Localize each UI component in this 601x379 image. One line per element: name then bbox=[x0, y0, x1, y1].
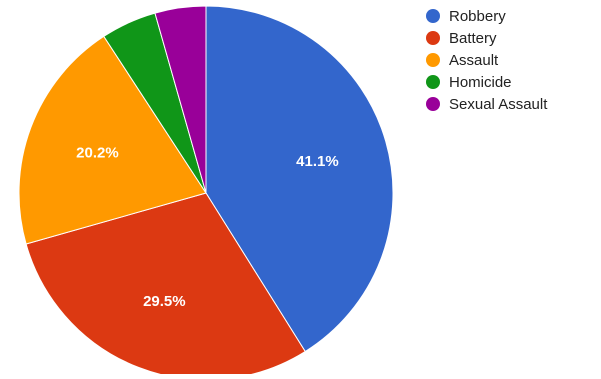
legend-label: Sexual Assault bbox=[449, 96, 548, 113]
legend-label: Battery bbox=[449, 30, 497, 47]
pie-slice-sexual-assault[interactable] bbox=[154, 5, 207, 194]
legend-item-robbery[interactable]: Robbery bbox=[426, 8, 506, 25]
legend-item-assault[interactable]: Assault bbox=[426, 52, 499, 69]
legend-swatch bbox=[426, 31, 440, 45]
legend-item-battery[interactable]: Battery bbox=[426, 30, 497, 47]
legend-item-sexual-assault[interactable]: Sexual Assault bbox=[426, 96, 548, 113]
legend-swatch bbox=[426, 53, 440, 67]
slice-labels: 41.1% 29.5% 20.2% bbox=[76, 144, 339, 310]
legend-item-homicide[interactable]: Homicide bbox=[426, 74, 512, 91]
slice-label-assault: 20.2% bbox=[76, 144, 119, 161]
legend-swatch bbox=[426, 75, 440, 89]
pie-slices bbox=[18, 5, 394, 379]
slice-label-battery: 29.5% bbox=[143, 293, 186, 310]
legend-label: Assault bbox=[449, 52, 499, 69]
legend-swatch bbox=[426, 9, 440, 23]
legend-label: Robbery bbox=[449, 8, 506, 25]
legend: Robbery Battery Assault Homicide Sexual Assa… bbox=[426, 8, 548, 113]
pie-slice-battery[interactable] bbox=[25, 192, 306, 379]
pie-slice-assault[interactable] bbox=[18, 35, 207, 245]
legend-swatch bbox=[426, 97, 440, 111]
slice-label-robbery: 41.1% bbox=[296, 153, 339, 170]
legend-label: Homicide bbox=[449, 74, 512, 91]
pie-slice-robbery[interactable] bbox=[205, 5, 394, 353]
